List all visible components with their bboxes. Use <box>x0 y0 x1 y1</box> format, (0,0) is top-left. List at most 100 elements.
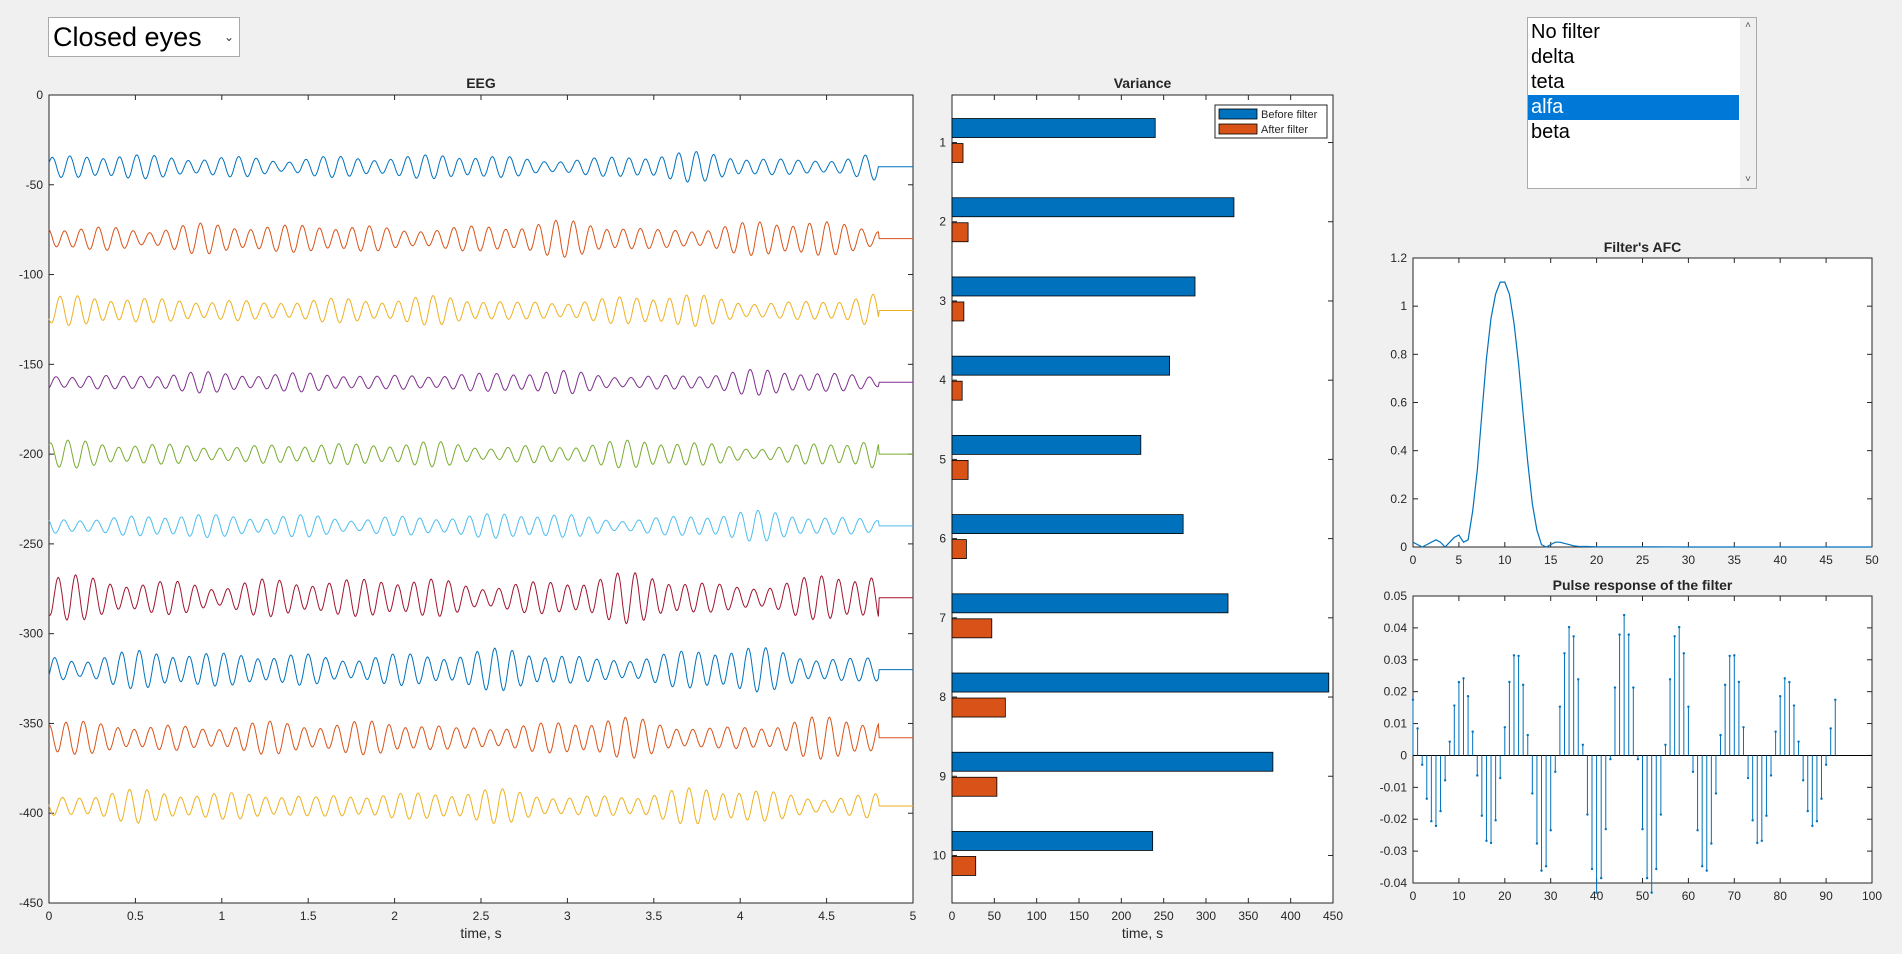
pulse-stem-marker <box>1604 827 1607 831</box>
pulse-stem-marker <box>1664 743 1667 746</box>
afc-ytick-label: 0.6 <box>1390 396 1407 410</box>
variance-xtick-label: 100 <box>1027 909 1047 923</box>
afc-xtick-label: 25 <box>1636 553 1650 567</box>
pulse-ytick-label: -0.03 <box>1380 844 1408 858</box>
eeg-ytick-label: -250 <box>19 537 43 551</box>
pulse-ytick-label: 0 <box>1400 748 1407 762</box>
pulse-stem-marker <box>1678 625 1681 629</box>
variance-bar-before <box>951 118 1156 138</box>
filter-option-delta[interactable]: delta <box>1531 46 1575 68</box>
pulse-stem-marker <box>1801 779 1805 782</box>
variance-bar-before <box>951 672 1330 693</box>
variance-category-label: 6 <box>939 532 946 546</box>
variance-xlabel: time, s <box>1122 925 1163 941</box>
eeg-xtick-label: 1.5 <box>300 909 317 923</box>
pulse-ytick-label: -0.04 <box>1380 876 1408 890</box>
afc-xtick-label: 50 <box>1865 553 1879 567</box>
afc-xtick-label: 10 <box>1498 553 1512 567</box>
variance-bar-after <box>951 301 965 322</box>
eeg-series-line <box>48 647 913 693</box>
pulse-stem-marker <box>1641 827 1644 831</box>
legend-swatch <box>1218 123 1258 135</box>
variance-xtick-label: 50 <box>988 909 1002 923</box>
pulse-stem-marker <box>1737 680 1741 684</box>
pulse-stem-marker <box>1668 678 1672 681</box>
variance-xtick-label: 0 <box>949 909 956 923</box>
variance-category-label: 7 <box>939 611 946 625</box>
eeg-series-line <box>48 571 913 625</box>
filter-option-teta[interactable]: teta <box>1531 71 1565 93</box>
pulse-stem-marker <box>1723 683 1727 687</box>
variance-xtick-label: 400 <box>1281 909 1301 923</box>
variance-category-label: 5 <box>939 452 946 466</box>
legend-label: Before filter <box>1261 109 1318 121</box>
pulse-stem-marker <box>1765 814 1768 817</box>
pulse-stem-marker <box>1788 680 1791 684</box>
pulse-stem-marker <box>1572 635 1575 638</box>
pulse-stem-marker <box>1645 876 1649 880</box>
filter-option-beta[interactable]: beta <box>1531 121 1570 143</box>
pulse-stem-marker <box>1577 678 1580 681</box>
pulse-xtick-label: 40 <box>1590 889 1604 903</box>
pulse-stem-marker <box>1443 779 1447 782</box>
scroll-down-icon[interactable]: ˅ <box>1745 174 1751 185</box>
eeg-xtick-label: 5 <box>910 909 917 923</box>
variance-bar-before <box>951 276 1196 297</box>
pulse-stem-marker <box>1673 635 1676 638</box>
filter-option-no-filter[interactable]: No filter <box>1531 21 1600 43</box>
eeg-xtick-label: 4.5 <box>818 909 835 923</box>
eeg-series-line <box>48 151 913 183</box>
chevron-down-icon[interactable]: ⌄ <box>223 30 235 44</box>
pulse-stem-marker <box>1554 770 1557 774</box>
pulse-stem-marker <box>1622 613 1626 617</box>
variance-category-label: 2 <box>939 215 946 229</box>
eeg-ytick-label: -150 <box>19 357 43 371</box>
pulse-ytick-label: -0.01 <box>1380 780 1408 794</box>
eeg-xtick-label: 0.5 <box>127 909 144 923</box>
variance-bar-before <box>951 831 1154 851</box>
variance-bar-after <box>951 380 963 401</box>
eeg-xtick-label: 2 <box>391 909 398 923</box>
variance-bar-after <box>951 856 977 876</box>
afc-ytick-label: 1 <box>1400 299 1407 313</box>
pulse-stem-marker <box>1489 841 1493 845</box>
pulse-stem-marker <box>1544 865 1548 868</box>
pulse-stem-marker <box>1742 726 1745 729</box>
pulse-stem-marker <box>1540 869 1543 872</box>
variance-bar-after <box>951 459 969 480</box>
pulse-xtick-label: 80 <box>1774 889 1788 903</box>
listbox-scrollbar[interactable]: ˄ ˅ <box>1740 18 1756 188</box>
pulse-stem-marker <box>1453 704 1456 707</box>
pulse-stem-marker <box>1485 839 1488 843</box>
pulse-stem-marker <box>1769 774 1773 777</box>
pulse-stem-marker <box>1448 740 1451 743</box>
pulse-xtick-label: 30 <box>1544 889 1558 903</box>
pulse-stem-marker <box>1783 677 1786 680</box>
pulse-stem-marker <box>1471 730 1474 733</box>
variance-bar-before <box>951 514 1184 535</box>
pulse-stem-marker <box>1632 686 1635 689</box>
legend-label: After filter <box>1261 124 1308 136</box>
pulse-stem-marker <box>1609 757 1612 761</box>
eeg-xtick-label: 1 <box>218 909 225 923</box>
eeg-ytick-label: -300 <box>19 627 43 641</box>
variance-xtick-label: 350 <box>1238 909 1258 923</box>
pulse-xtick-label: 10 <box>1452 889 1466 903</box>
eeg-title: EEG <box>466 75 496 91</box>
pulse-stem-marker <box>1430 820 1433 823</box>
record-select[interactable]: Closed eyes ⌄ <box>48 17 240 57</box>
pulse-stem-marker <box>1710 842 1713 845</box>
scroll-up-icon[interactable]: ˄ <box>1745 20 1751 31</box>
afc-xtick-label: 30 <box>1682 553 1696 567</box>
pulse-xtick-label: 90 <box>1819 889 1833 903</box>
pulse-stem-marker <box>1462 677 1465 680</box>
eeg-series-line <box>48 716 913 760</box>
afc-xtick-label: 20 <box>1590 553 1604 567</box>
record-select-value: Closed eyes <box>53 22 202 52</box>
pulse-stem-marker <box>1526 733 1529 737</box>
afc-ytick-label: 0.8 <box>1390 347 1407 361</box>
filter-listbox[interactable]: No filter delta teta alfa beta ˄ ˅ <box>1527 17 1757 189</box>
filter-option-alfa[interactable]: alfa <box>1528 95 1739 120</box>
pulse-stem-marker <box>1531 792 1534 795</box>
